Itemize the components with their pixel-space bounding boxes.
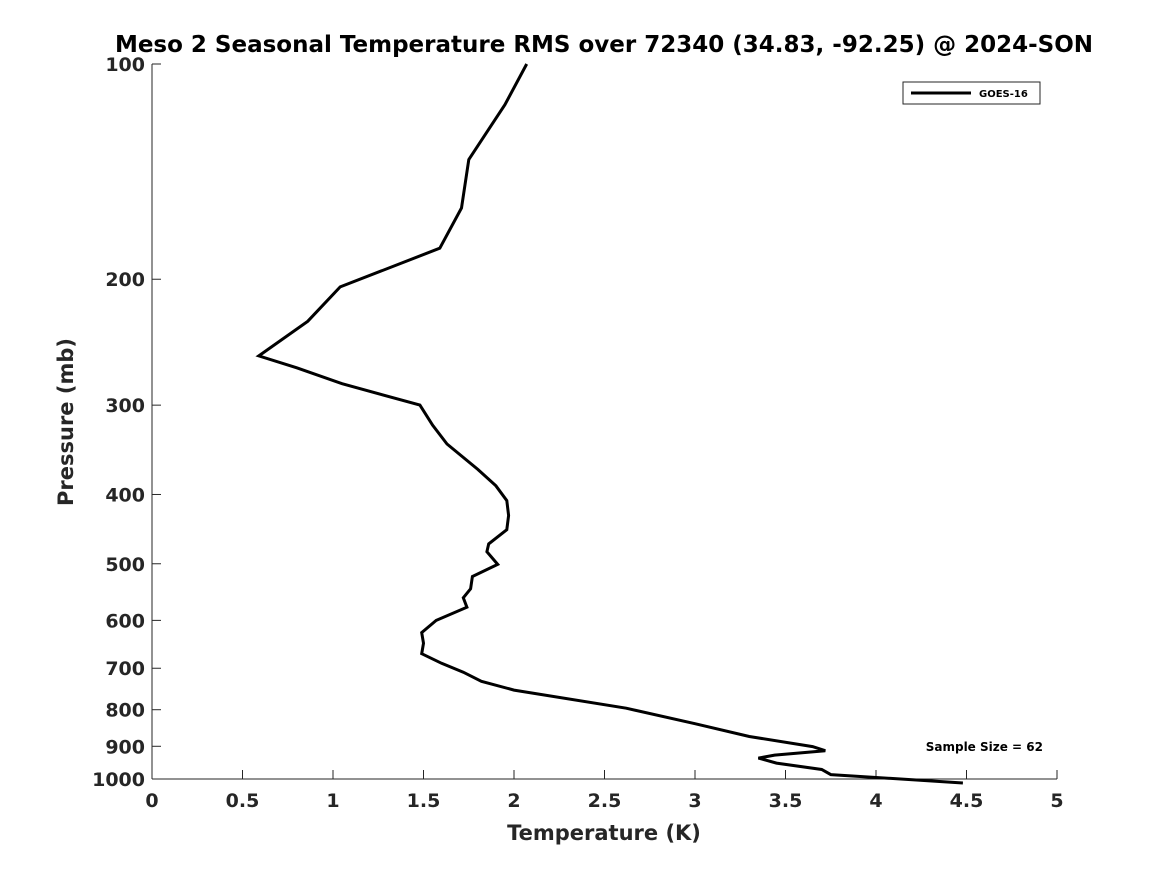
y-tick-label: 900 (105, 736, 145, 758)
y-tick-label: 200 (105, 269, 145, 291)
x-tick-label: 0 (145, 790, 158, 812)
x-tick-label: 3 (688, 790, 701, 812)
legend: GOES-16 (902, 81, 1041, 105)
x-axis: 0 0.5 1 1.5 2 2.5 3 3.5 4 4.5 5 (145, 770, 1064, 812)
y-tick-label: 700 (105, 658, 145, 680)
x-tick-label: 1.5 (407, 790, 441, 812)
chart-title: Meso 2 Seasonal Temperature RMS over 723… (115, 32, 1093, 58)
x-tick-label: 4.5 (950, 790, 984, 812)
x-tick-label: 1 (326, 790, 339, 812)
x-axis-label: Temperature (K) (507, 821, 701, 845)
series-layer (255, 63, 963, 785)
y-axis-label: Pressure (mb) (54, 338, 78, 506)
legend-label-goes-16: GOES-16 (979, 89, 1028, 100)
x-tick-label: 3.5 (769, 790, 803, 812)
y-tick-label: 300 (105, 395, 145, 417)
series-line-goes-16 (255, 63, 963, 785)
y-tick-label: 500 (105, 554, 145, 576)
y-tick-label: 600 (105, 610, 145, 632)
x-tick-label: 2 (507, 790, 520, 812)
y-tick-label: 400 (105, 484, 145, 506)
sample-size-annotation: Sample Size = 62 (926, 740, 1043, 754)
legend-box (902, 81, 1041, 105)
y-axis: 100 200 300 400 500 600 700 800 900 1000 (92, 54, 161, 791)
y-tick-label: 1000 (92, 769, 145, 791)
x-tick-label: 0.5 (226, 790, 260, 812)
y-tick-label: 800 (105, 700, 145, 722)
x-tick-label: 2.5 (588, 790, 622, 812)
y-tick-label: 100 (105, 54, 145, 76)
x-tick-label: 4 (869, 790, 882, 812)
x-tick-label: 5 (1050, 790, 1063, 812)
